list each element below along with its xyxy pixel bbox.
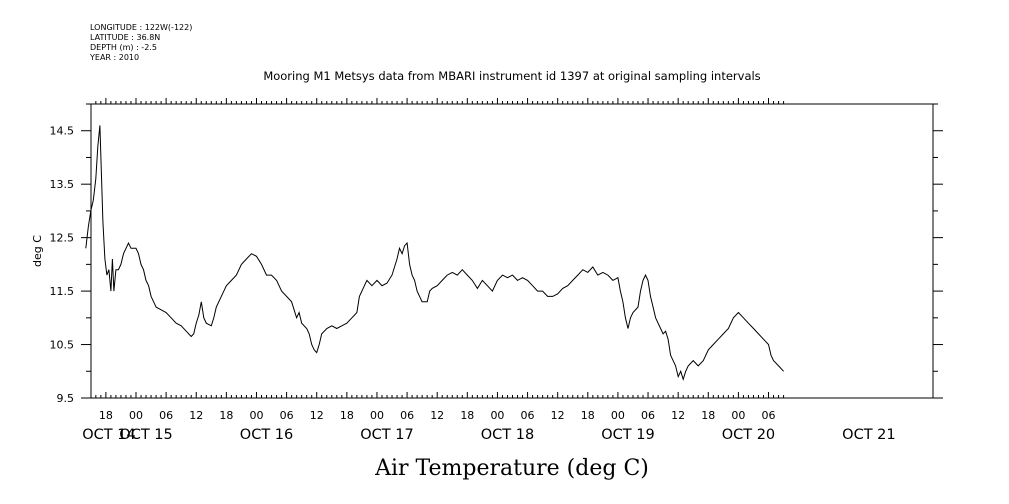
air-temperature-line	[85, 125, 784, 381]
y-tick-label: 9.5	[57, 392, 75, 405]
x-tick-label: 06	[521, 409, 535, 422]
x-tick-label: 06	[280, 409, 294, 422]
x-day-label: OCT 16	[240, 427, 293, 443]
chart-title: Mooring M1 Metsys data from MBARI instru…	[263, 69, 760, 83]
x-tick-label: 18	[340, 409, 354, 422]
x-tick-label: 00	[129, 409, 143, 422]
axes-group: 18 00 06 12 18 00 06 12 18 00 06 12 18 00 06 12 18 00 06 12…	[50, 98, 943, 443]
x-tick-label: 06	[159, 409, 173, 422]
x-tick-label: 00	[731, 409, 745, 422]
y-tick-label: 14.5	[50, 125, 75, 138]
longitude-label: LONGITUDE : 122W(-122)	[90, 23, 192, 32]
x-day-label: OCT 17	[360, 427, 413, 443]
x-day-label: OCT 20	[722, 427, 775, 443]
x-tick-label: 00	[370, 409, 384, 422]
x-tick-label: 12	[310, 409, 324, 422]
x-day-label: OCT 14	[82, 427, 135, 443]
x-tick-label: 06	[400, 409, 414, 422]
x-day-label: OCT 15	[119, 427, 172, 443]
x-tick-label: 12	[551, 409, 565, 422]
x-tick-label: 18	[581, 409, 595, 422]
x-tick-label: 06	[641, 409, 655, 422]
year-label: YEAR : 2010	[89, 53, 139, 62]
x-tick-label: 18	[460, 409, 474, 422]
plot-frame	[90, 103, 934, 399]
x-tick-label: 00	[611, 409, 625, 422]
y-tick-label: 13.5	[50, 178, 75, 191]
x-tick-label: 18	[701, 409, 715, 422]
y-axis-label: deg C	[31, 235, 44, 267]
x-tick-label: 12	[430, 409, 444, 422]
x-day-label: OCT 21	[842, 427, 895, 443]
y-tick-label: 12.5	[50, 232, 75, 245]
x-tick-label: 12	[671, 409, 685, 422]
x-tick-label: 18	[219, 409, 233, 422]
x-tick-label: 00	[490, 409, 504, 422]
x-tick-label: 12	[189, 409, 203, 422]
latitude-label: LATITUDE : 36.8N	[90, 33, 160, 42]
y-tick-label: 11.5	[50, 285, 75, 298]
x-day-label: OCT 19	[601, 427, 654, 443]
x-axis-label: Air Temperature (deg C)	[374, 456, 649, 481]
y-tick-label: 10.5	[50, 339, 75, 352]
x-tick-label: 06	[762, 409, 776, 422]
x-tick-label: 18	[99, 409, 113, 422]
depth-label: DEPTH (m) : -2.5	[90, 43, 157, 52]
series-group	[85, 125, 784, 381]
x-tick-label: 00	[249, 409, 263, 422]
x-day-label: OCT 18	[481, 427, 534, 443]
